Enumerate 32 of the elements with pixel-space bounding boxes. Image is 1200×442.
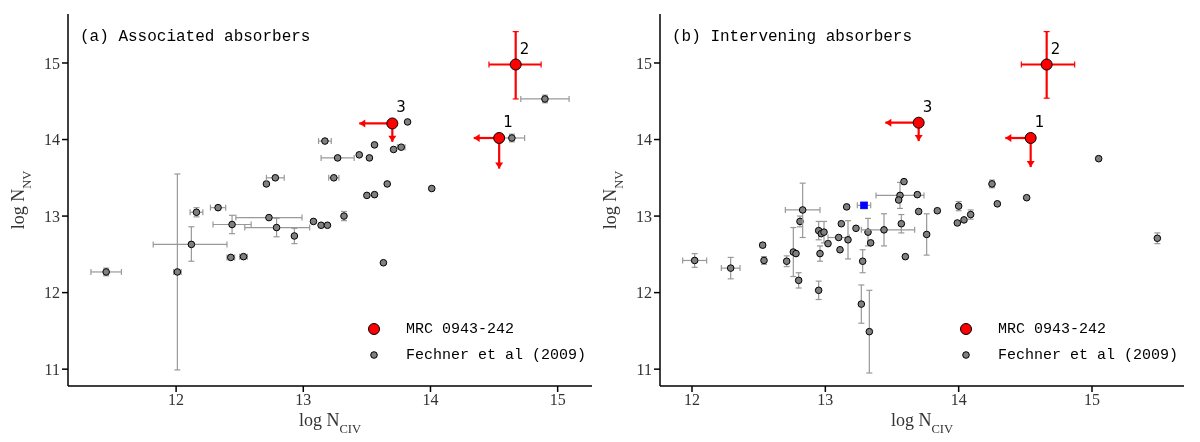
y-tick-label: 14 [44,131,60,149]
y-tick-label: 13 [44,207,60,225]
x-tick-label: 15 [549,391,566,409]
y-tick-label: 11 [636,360,652,378]
x-tick-label: 12 [684,391,700,409]
text: (a) Associated absorbers [80,28,311,46]
legend-label: MRC 0943-242 [405,320,514,338]
annotation: 3 [396,98,406,117]
annotation: 2 [519,39,530,58]
legend-label: Fechner et al (2009) [405,346,586,364]
y-tick-label: 11 [44,360,60,378]
annotation: 2 [1050,39,1061,58]
x-tick-label: 13 [817,391,834,409]
y-tick-label: 14 [636,131,652,149]
annotation: 3 [922,97,933,116]
x-tick-label: 14 [950,391,967,409]
y-tick-label: 12 [44,284,60,302]
text: (b) Intervening absorbers [672,28,913,46]
y-tick-label: 12 [636,284,652,302]
x-tick-label: 12 [168,391,185,409]
annotation: 1 [1034,113,1045,131]
legend-label: Fechner et al (2009) [997,346,1178,364]
x-tick-label: 14 [422,391,439,409]
y-tick-label: 13 [636,207,652,225]
x-axis-title: log N$_{CIV}$ [298,410,362,436]
y-tick-label: 15 [44,54,60,72]
x-tick-label: 15 [1084,391,1100,409]
x-tick-label: 13 [295,391,312,409]
legend-label: MRC 0943-242 [997,320,1106,338]
x-axis-title: log N$_{CIV}$ [890,410,954,436]
y-tick-label: 15 [636,54,652,72]
annotation: 1 [503,113,513,131]
